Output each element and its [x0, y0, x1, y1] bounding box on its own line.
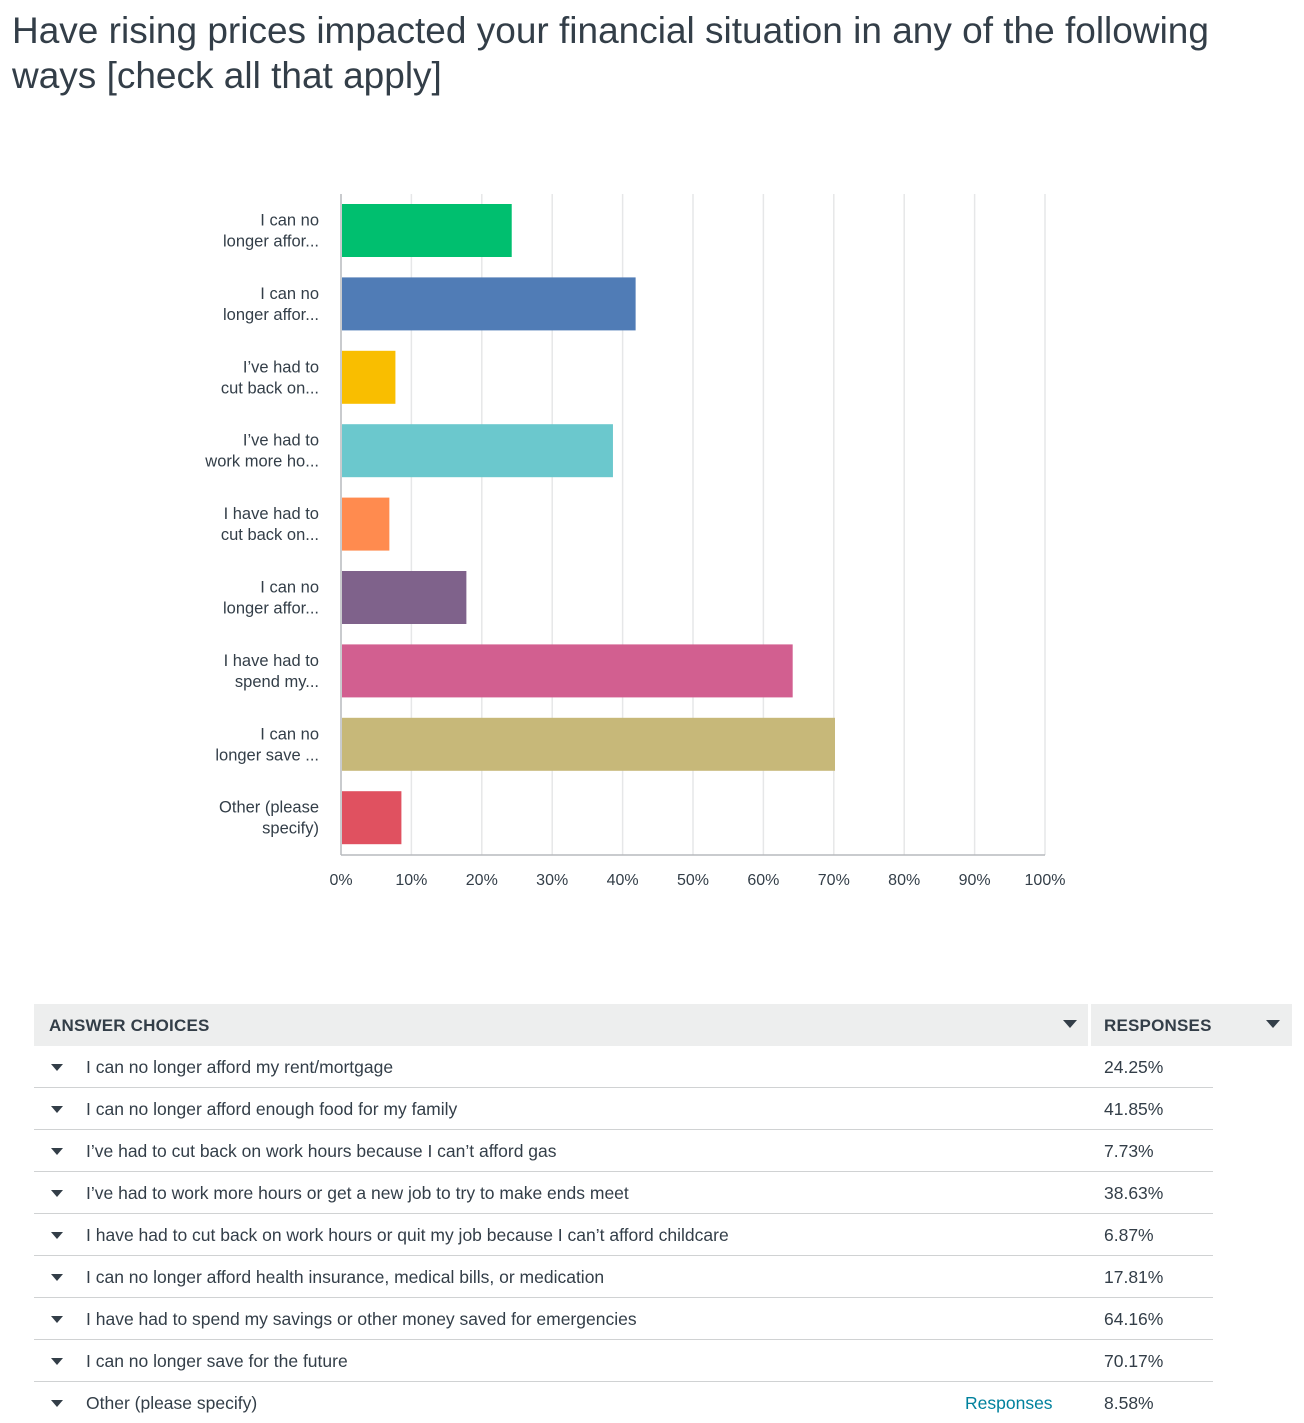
table-row: Other (please specify) Responses 8.58% — [34, 1382, 1213, 1423]
x-tick-label: 40% — [607, 872, 639, 889]
x-tick-label: 60% — [747, 872, 779, 889]
x-tick-label: 90% — [959, 872, 991, 889]
bar[interactable] — [342, 717, 835, 771]
answer-choices-column-header[interactable]: ANSWER CHOICES — [34, 1004, 1088, 1046]
x-tick-label: 0% — [329, 872, 352, 889]
response-percentage: 8.58% — [1104, 1393, 1154, 1413]
answer-label: I have had to spend my savings or other … — [86, 1309, 637, 1329]
answer-label: I’ve had to work more hours or get a new… — [86, 1183, 629, 1203]
answer-label: I’ve had to cut back on work hours becau… — [86, 1141, 557, 1161]
bar[interactable] — [342, 424, 613, 478]
x-tick-label: 80% — [888, 872, 920, 889]
table-row: I can no longer afford enough food for m… — [34, 1088, 1213, 1130]
answer-rows: I can no longer afford my rent/mortgage 2… — [34, 1046, 1292, 1423]
response-percentage: 24.25% — [1104, 1057, 1164, 1077]
table-row: I have had to spend my savings or other … — [34, 1298, 1213, 1340]
response-percentage: 6.87% — [1104, 1225, 1154, 1245]
table-row: I can no longer afford health insurance,… — [34, 1256, 1213, 1298]
answer-choices-table: ANSWER CHOICES RESPONSES I can no longer… — [34, 1004, 1292, 1423]
x-tick-label: 100% — [1025, 872, 1066, 889]
expand-caret-icon[interactable] — [51, 1232, 63, 1239]
category-label: I’ve had to work more ho... — [204, 432, 319, 471]
bar[interactable] — [342, 644, 793, 698]
x-tick-label: 20% — [466, 872, 498, 889]
responses-link[interactable]: Responses — [965, 1393, 1053, 1413]
answer-label: Other (please specify) — [86, 1393, 258, 1413]
table-row: I’ve had to work more hours or get a new… — [34, 1172, 1213, 1214]
x-tick-label: 50% — [677, 872, 709, 889]
table-row: I’ve had to cut back on work hours becau… — [34, 1130, 1213, 1172]
response-percentage: 17.81% — [1104, 1267, 1164, 1287]
answer-label: I can no longer afford my rent/mortgage — [86, 1057, 394, 1077]
header-divider — [1088, 1004, 1091, 1046]
table-row: I can no longer afford my rent/mortgage 2… — [34, 1046, 1213, 1088]
bar[interactable] — [342, 791, 402, 845]
responses-column-header[interactable]: RESPONSES — [1091, 1004, 1292, 1046]
category-label: I can no longer save ... — [215, 725, 319, 764]
expand-caret-icon[interactable] — [51, 1358, 63, 1365]
bar[interactable] — [342, 571, 467, 624]
bar[interactable] — [342, 350, 396, 404]
answer-choices-sort-caret-icon[interactable] — [1063, 1020, 1077, 1028]
responses-header-label: RESPONSES — [1104, 1016, 1212, 1035]
question-title: Have rising prices impacted your financi… — [12, 10, 1209, 96]
expand-caret-icon[interactable] — [51, 1106, 63, 1113]
answer-label: I can no longer afford health insurance,… — [86, 1267, 605, 1287]
category-label: I’ve had to cut back on... — [221, 358, 319, 397]
bar[interactable] — [342, 277, 636, 331]
response-percentage: 70.17% — [1104, 1351, 1164, 1371]
responses-sort-caret-icon[interactable] — [1266, 1020, 1280, 1028]
response-percentage: 7.73% — [1104, 1141, 1154, 1161]
answer-label: I have had to cut back on work hours or … — [86, 1225, 729, 1245]
x-tick-label: 30% — [536, 872, 568, 889]
bars — [342, 204, 835, 845]
expand-caret-icon[interactable] — [51, 1316, 63, 1323]
answer-label: I can no longer afford enough food for m… — [86, 1099, 458, 1119]
table-row: I can no longer save for the future 70.17… — [34, 1340, 1213, 1382]
category-label: I have had to spend my... — [224, 652, 319, 691]
response-percentage: 41.85% — [1104, 1099, 1164, 1119]
category-label: Other (please specify) — [219, 799, 319, 838]
category-label: I can no longer affor... — [223, 579, 319, 618]
expand-caret-icon[interactable] — [51, 1190, 63, 1197]
expand-caret-icon[interactable] — [51, 1400, 63, 1407]
bar-chart: 0% 10% 20% 30% 40% 50% 60% 70% 80% 90% 100% I can … — [204, 194, 1065, 889]
axes — [340, 194, 1045, 856]
x-tick-label: 10% — [395, 872, 427, 889]
category-label: I can no longer affor... — [223, 285, 319, 324]
expand-caret-icon[interactable] — [51, 1148, 63, 1155]
response-percentage: 64.16% — [1104, 1309, 1164, 1329]
x-tick-label: 70% — [818, 872, 850, 889]
category-label: I can no longer affor... — [223, 212, 319, 251]
answer-choices-header-label: ANSWER CHOICES — [49, 1016, 210, 1035]
category-label: I have had to cut back on... — [221, 505, 319, 544]
bar[interactable] — [342, 204, 512, 257]
category-labels: I can no longer affor... I can no longer af… — [204, 212, 319, 838]
expand-caret-icon[interactable] — [51, 1064, 63, 1071]
table-header: ANSWER CHOICES RESPONSES — [34, 1004, 1292, 1046]
answer-label: I can no longer save for the future — [86, 1351, 348, 1371]
x-tick-labels: 0% 10% 20% 30% 40% 50% 60% 70% 80% 90% 100% — [329, 872, 1065, 889]
bar[interactable] — [342, 497, 390, 551]
response-percentage: 38.63% — [1104, 1183, 1164, 1203]
table-row: I have had to cut back on work hours or … — [34, 1214, 1213, 1256]
expand-caret-icon[interactable] — [51, 1274, 63, 1281]
